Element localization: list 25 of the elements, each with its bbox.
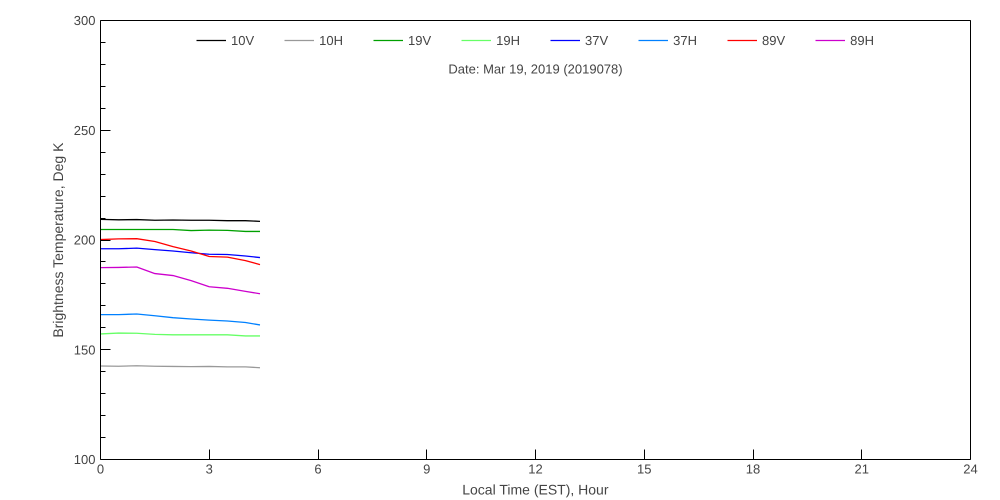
x-tick-label: 0 <box>96 462 104 476</box>
legend-label: 37H <box>673 32 697 48</box>
y-axis-title: Brightness Temperature, Deg K <box>50 142 66 338</box>
y-tick-label: 250 <box>74 122 96 138</box>
x-tick-label: 24 <box>963 462 978 476</box>
legend-label: 10H <box>319 32 343 48</box>
legend-label: 10V <box>231 32 254 48</box>
y-tick-label: 100 <box>74 452 96 467</box>
x-tick-label: 15 <box>637 462 652 476</box>
x-tick-label: 9 <box>423 462 430 476</box>
x-axis-title: Local Time (EST), Hour <box>462 482 609 498</box>
legend-label: 89H <box>850 32 874 48</box>
legend-label: 89V <box>762 32 786 48</box>
y-tick-label: 150 <box>74 342 96 358</box>
x-tick-label: 21 <box>854 462 869 476</box>
annotation: Date: Mar 19, 2019 (2019078) <box>448 61 623 76</box>
legend-label: 37V <box>585 32 608 48</box>
x-tick-label: 3 <box>206 462 213 476</box>
legend-label: 19V <box>408 32 432 48</box>
x-tick-label: 18 <box>746 462 760 476</box>
x-tick-label: 12 <box>528 462 543 476</box>
x-tick-label: 6 <box>314 462 322 476</box>
y-tick-label: 300 <box>74 13 96 28</box>
legend-label: 19H <box>496 32 520 48</box>
y-tick-label: 200 <box>74 232 96 248</box>
